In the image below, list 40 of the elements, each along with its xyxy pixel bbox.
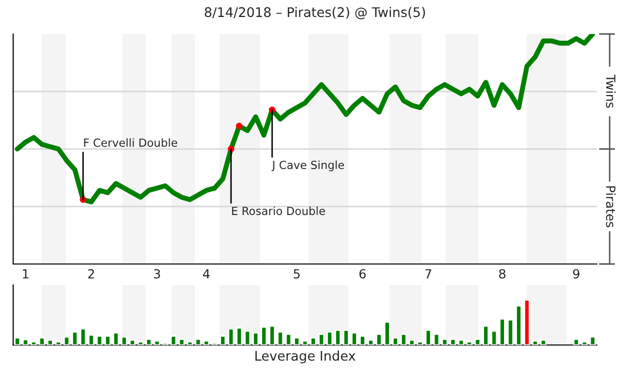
bar xyxy=(154,340,160,345)
x-tick-label: 8 xyxy=(499,269,506,279)
bar xyxy=(581,341,588,345)
bar xyxy=(490,330,498,345)
bar xyxy=(14,337,20,345)
bar xyxy=(359,335,366,345)
bar xyxy=(590,336,596,345)
bar xyxy=(368,339,374,345)
x-tick-label: 1 xyxy=(22,269,28,278)
bar xyxy=(30,341,37,345)
bar xyxy=(425,329,432,345)
x-tick-label: 3 xyxy=(154,269,160,279)
bar xyxy=(104,335,111,345)
bar xyxy=(507,319,514,345)
bar xyxy=(96,335,103,345)
bar xyxy=(22,338,29,345)
chart-title: 8/14/2018 – Pirates(2) @ Twins(5) xyxy=(204,6,425,20)
point xyxy=(236,122,242,130)
x-tick-label: 4 xyxy=(203,269,210,278)
bar xyxy=(88,334,94,345)
bar xyxy=(433,334,440,345)
annotation: E Rosario Double xyxy=(232,206,325,216)
bar xyxy=(294,337,300,345)
annotation: F Cervelli Double xyxy=(84,138,178,147)
x-tick-label: 5 xyxy=(294,269,300,279)
bar xyxy=(285,334,292,345)
bar xyxy=(376,334,382,345)
x-axis-title: Leverage Index xyxy=(255,350,356,364)
x-tick-label: 2 xyxy=(88,269,94,278)
bar xyxy=(516,305,522,345)
bar xyxy=(499,318,506,345)
annotation: J Cave Single xyxy=(272,160,344,172)
bar xyxy=(80,328,86,345)
text: Twins xyxy=(606,74,616,108)
text: Pirates xyxy=(606,186,616,228)
x-tick-label: 9 xyxy=(573,269,580,279)
x-tick-label: 7 xyxy=(425,269,432,278)
bar xyxy=(573,338,580,345)
x-tick-label: 6 xyxy=(359,269,366,279)
bar xyxy=(112,332,120,345)
